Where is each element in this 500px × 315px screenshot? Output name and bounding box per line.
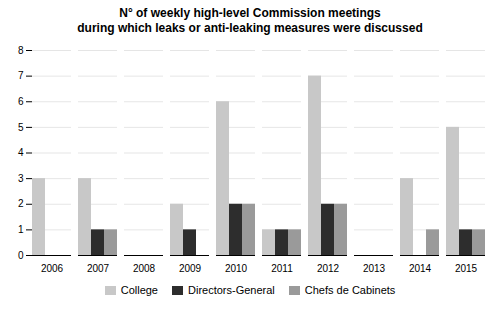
html-text:Directors-General: Directors-General — [188, 284, 275, 296]
svg-text:2015: 2015 — [455, 263, 478, 274]
svg-text:2014: 2014 — [409, 263, 432, 274]
svg-text:0: 0 — [18, 250, 24, 261]
svg-text:3: 3 — [18, 173, 24, 184]
html-text:Chefs de Cabinets: Chefs de Cabinets — [304, 284, 396, 296]
svg-text:1: 1 — [18, 224, 24, 235]
svg-text:2012: 2012 — [317, 263, 340, 274]
svg-text:2: 2 — [18, 198, 24, 209]
svg-text:6: 6 — [18, 96, 24, 107]
html-text:N° of weekly high-level Commis: N° of weekly high-level Commission meeti… — [77, 6, 423, 35]
svg-text:2006: 2006 — [41, 263, 64, 274]
svg-text:2007: 2007 — [87, 263, 110, 274]
svg-text:5: 5 — [18, 122, 24, 133]
svg-text:2008: 2008 — [133, 263, 156, 274]
svg-text:2010: 2010 — [225, 263, 248, 274]
svg-text:2009: 2009 — [179, 263, 202, 274]
svg-text:4: 4 — [18, 147, 24, 158]
svg-text:2013: 2013 — [363, 263, 386, 274]
html-text:College: College — [120, 284, 158, 296]
svg-text:2011: 2011 — [271, 263, 293, 274]
svg-text:7: 7 — [18, 70, 24, 81]
svg-text:8: 8 — [18, 45, 24, 56]
